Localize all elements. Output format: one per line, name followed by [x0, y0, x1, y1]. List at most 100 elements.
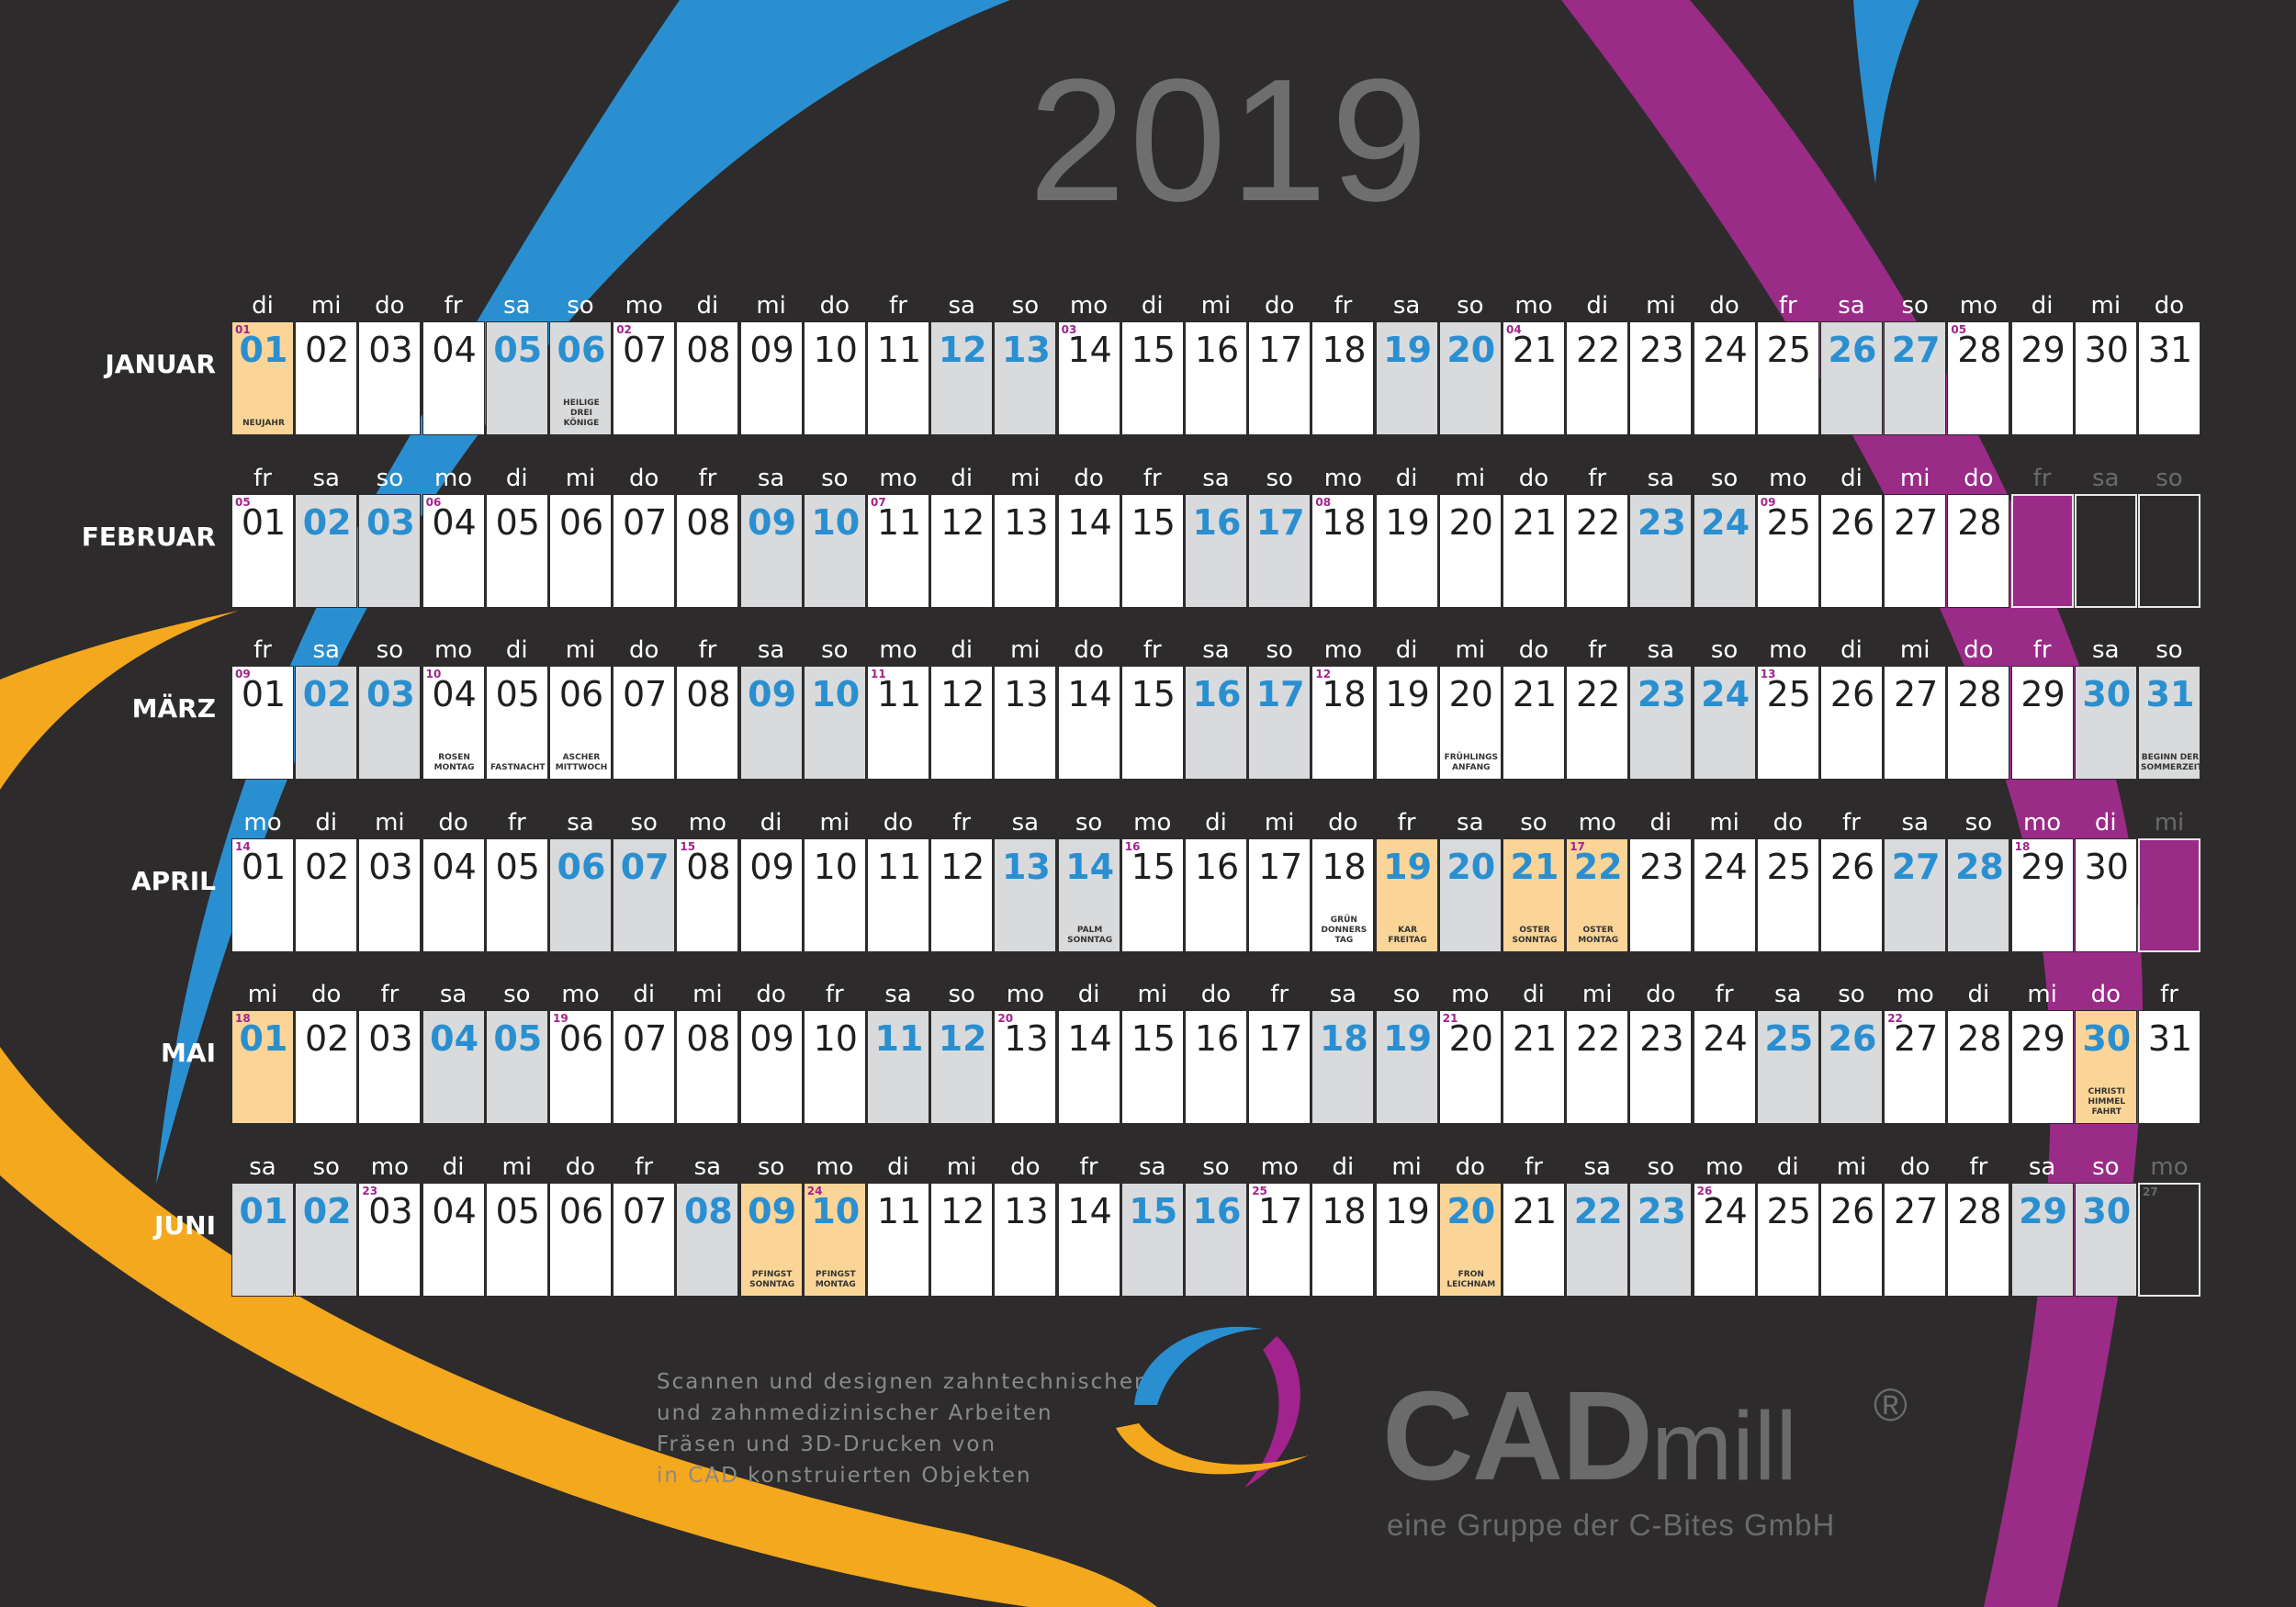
day-number: 02 [305, 1018, 350, 1059]
weekday-label: fr [698, 464, 717, 492]
month-name: JUNI [153, 1209, 216, 1241]
day-number: 06 [558, 501, 604, 543]
weekday-label: do [1709, 292, 1739, 320]
weekday-label: mo [1896, 981, 1934, 1008]
weekday-label: sa [312, 464, 340, 492]
day-number: 22 [1576, 674, 1621, 714]
day-cell: di 04 [422, 1153, 485, 1297]
weekday-label: di [1776, 1152, 1799, 1181]
holiday-note: FASTNACHT [490, 763, 546, 772]
holiday-note: PFINGST MONTAG [815, 1269, 856, 1289]
day-number: 12 [938, 1018, 987, 1059]
weekday-label: do [628, 636, 659, 664]
weekday-label: mo [1769, 464, 1807, 492]
day-number: 11 [876, 330, 922, 370]
day-box: 16 [1185, 837, 1247, 952]
year-title: 2019 [1029, 43, 1432, 238]
day-cell: di 11 [867, 1153, 929, 1297]
day-number: 16 [1194, 1018, 1240, 1059]
day-cell: mi 27 [1884, 636, 1947, 780]
day-box: 29 [2010, 321, 2074, 435]
day-cell: di 02 [295, 809, 358, 952]
cadmill-logo-icon [1116, 1326, 1309, 1488]
day-box: 24 [1693, 837, 1756, 952]
day-box: 08 [676, 493, 739, 608]
day-cell: fr 08 [676, 636, 739, 780]
day-number: 13 [1001, 330, 1051, 370]
day-cell: so 02 [295, 1153, 358, 1297]
weekday-label: mo [879, 636, 917, 664]
day-number: 12 [938, 330, 987, 370]
day-number: 27 [1891, 330, 1941, 370]
day-box: 16 15 [1120, 837, 1184, 952]
day-box: 15 [1120, 493, 1184, 608]
day-cell: sa 13 [994, 809, 1057, 952]
day-number: 19 [1385, 501, 1430, 543]
day-box: 07 [613, 1182, 676, 1297]
day-cell: di 19 [1375, 465, 1438, 608]
day-cell: do 28 [1947, 465, 2010, 608]
day-number: 10 [813, 330, 858, 370]
day-box: 23 [1629, 321, 1693, 435]
month-name: JANUAR [105, 349, 216, 379]
weekday-label: mo [561, 981, 600, 1008]
day-cell: di 28 [1947, 981, 2010, 1124]
day-cell: mi 08 [676, 981, 739, 1124]
day-box: 12 [930, 1182, 994, 1297]
day-cell: sa 02 [295, 464, 358, 608]
day-box: 26 [1820, 321, 1883, 435]
day-box: 14 PALM SONNTAG [1057, 837, 1120, 952]
day-cell: di 23 [1629, 809, 1693, 952]
day-number: 22 [1576, 1018, 1621, 1059]
weekday-label: do [628, 464, 659, 492]
weekday-label: mi [1137, 981, 1168, 1008]
day-number: 02 [305, 330, 350, 370]
weekday-label: mi [1581, 981, 1613, 1008]
day-number: 14 [1067, 1190, 1112, 1231]
weekday-label: so [821, 464, 849, 492]
weekday-label: mi [1010, 464, 1041, 492]
day-cell: so 23 [1629, 1153, 1693, 1297]
week-number: 12 [1315, 668, 1332, 680]
day-box: 19 [1375, 321, 1438, 435]
day-box: 10 [803, 493, 866, 608]
day-box: 25 [1756, 1182, 1819, 1297]
brand-main: CAD [1382, 1365, 1653, 1507]
day-box: 09 25 [1756, 493, 1819, 608]
day-number: 08 [686, 846, 731, 887]
weekday-label: fr [635, 1152, 654, 1181]
weekday-label: do [2154, 292, 2185, 320]
day-box: 19 [1375, 1182, 1438, 1297]
week-number: 09 [1760, 495, 1776, 509]
weekday-label: sa [1329, 981, 1357, 1008]
day-box: 10 04 ROSEN MONTAG [422, 666, 485, 780]
weekday-label: sa [693, 1152, 722, 1181]
day-number: 28 [1957, 501, 2002, 543]
day-cell: so 10 [803, 464, 866, 608]
day-cell: sa 29 [2010, 1153, 2074, 1297]
weekday-label: do [1518, 636, 1549, 664]
week-number: 24 [806, 1184, 823, 1197]
day-box: 22 [1566, 493, 1629, 608]
day-box: 03 [358, 1010, 422, 1124]
day-number: 26 [1829, 501, 1875, 543]
day-cell: sa 16 [1185, 636, 1247, 780]
day-number: 18 [1322, 330, 1367, 370]
day-cell: mi 20 FRÜHLINGS ANFANG [1438, 636, 1502, 780]
day-cell: mo 10 04 ROSEN MONTAG [422, 636, 485, 780]
day-cell: so 28 [1947, 809, 2010, 952]
weekday-label: mo [2150, 1152, 2189, 1181]
day-box: 03 [358, 666, 422, 780]
day-box: 09 [739, 837, 803, 952]
day-cell: di 26 [1820, 636, 1883, 780]
day-cell: do 30 CHRISTI HIMMEL FAHRT [2074, 981, 2137, 1124]
day-box: 02 [295, 837, 358, 952]
holiday-note: CHRISTI HIMMEL FAHRT [2088, 1087, 2126, 1117]
weekday-label: fr [1842, 808, 1861, 837]
weekday-label: mi [1391, 1152, 1422, 1181]
day-number: 04 [432, 330, 477, 370]
weekday-label: do [1899, 1152, 1930, 1181]
weekday-label: mi [1455, 464, 1486, 492]
day-box: 14 [1057, 666, 1120, 780]
weekday-label: sa [1647, 636, 1675, 664]
